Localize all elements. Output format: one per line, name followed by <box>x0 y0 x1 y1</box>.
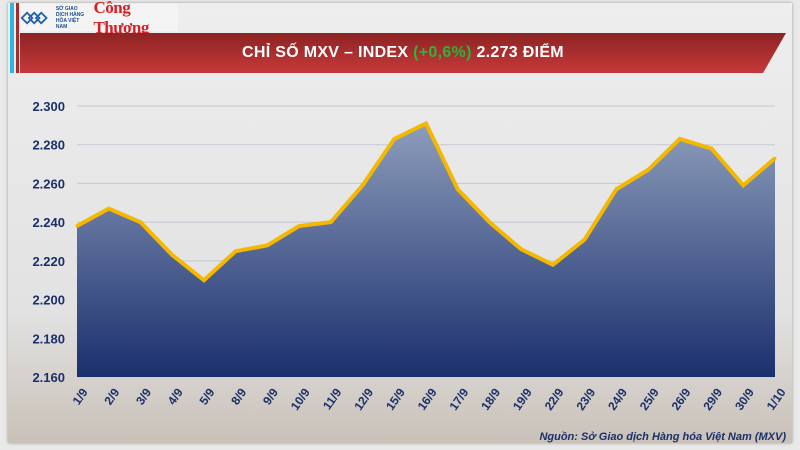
x-tick-label: 8/9 <box>228 385 249 407</box>
data-point <box>361 183 365 187</box>
chart-title: CHỈ SỐ MXV – INDEX (+0,6%) 2.273 ĐIỂM <box>242 44 564 62</box>
data-point <box>265 243 269 247</box>
data-point <box>107 207 111 211</box>
x-tick-label: 22/9 <box>542 385 567 412</box>
data-point <box>392 137 396 141</box>
accent-bar-blue <box>10 3 14 73</box>
y-tick-label: 2.220 <box>32 254 65 269</box>
data-point <box>519 247 523 251</box>
data-point <box>297 224 301 228</box>
logo-exchange-text: SỞ GIAO DỊCH HÀNG HÓA VIỆT NAM <box>55 5 85 30</box>
data-point <box>710 147 714 151</box>
x-tick-label: 15/9 <box>383 385 408 412</box>
x-tick-label: 9/9 <box>260 385 281 407</box>
x-tick-label: 2/9 <box>101 385 122 407</box>
y-tick-label: 2.260 <box>32 176 65 191</box>
data-point <box>741 183 745 187</box>
x-tick-label: 11/9 <box>320 385 345 412</box>
x-tick-label: 23/9 <box>573 385 598 412</box>
source-note: Nguồn: Sở Giao dịch Hàng hóa Việt Nam (M… <box>539 431 786 443</box>
x-tick-label: 17/9 <box>447 385 472 412</box>
data-point <box>138 220 142 224</box>
data-point <box>75 224 79 228</box>
x-tick-label: 10/9 <box>288 385 313 412</box>
data-point <box>646 168 650 172</box>
x-tick-label: 25/9 <box>637 385 662 412</box>
data-point <box>202 278 206 282</box>
mxv-logo-icon <box>20 10 48 25</box>
x-tick-label: 16/9 <box>415 385 440 412</box>
data-point <box>583 238 587 242</box>
x-tick-label: 1/9 <box>70 385 91 407</box>
title-change: (+0,6%) <box>413 44 472 61</box>
title-suffix: 2.273 ĐIỂM <box>471 44 564 61</box>
y-tick-label: 2.280 <box>32 138 65 153</box>
title-prefix: CHỈ SỐ MXV – INDEX <box>242 44 414 61</box>
logo-area: SỞ GIAO DỊCH HÀNG HÓA VIỆT NAM Công Thươ… <box>20 0 178 37</box>
data-point <box>329 220 333 224</box>
y-tick-label: 2.240 <box>32 215 65 230</box>
data-point <box>487 220 491 224</box>
x-tick-label: 12/9 <box>351 385 376 412</box>
data-point <box>773 156 777 160</box>
y-tick-label: 2.180 <box>32 331 65 346</box>
y-tick-label: 2.300 <box>32 99 65 114</box>
x-tick-label: 5/9 <box>197 385 218 407</box>
logo-newspaper: Công Thương <box>93 0 149 37</box>
accent-bar-red <box>16 3 19 73</box>
data-point <box>614 187 618 191</box>
y-tick-label: 2.200 <box>32 293 65 308</box>
x-tick-label: 3/9 <box>133 385 154 407</box>
y-tick-label: 2.160 <box>32 370 65 385</box>
data-point <box>551 263 555 267</box>
area-fill <box>77 123 775 378</box>
x-tick-label: 4/9 <box>165 385 186 407</box>
x-tick-label: 24/9 <box>605 385 630 412</box>
data-point <box>234 249 238 253</box>
data-point <box>456 187 460 191</box>
data-point <box>424 121 428 125</box>
title-banner: CHỈ SỐ MXV – INDEX (+0,6%) 2.273 ĐIỂM <box>20 33 786 73</box>
x-tick-label: 30/9 <box>732 385 757 412</box>
x-tick-label: 18/9 <box>478 385 503 412</box>
x-tick-label: 26/9 <box>669 385 694 412</box>
x-tick-label: 19/9 <box>510 385 535 412</box>
x-tick-label: 1/10 <box>764 385 789 412</box>
data-point <box>678 137 682 141</box>
x-tick-label: 29/9 <box>700 385 725 412</box>
data-point <box>170 253 174 257</box>
